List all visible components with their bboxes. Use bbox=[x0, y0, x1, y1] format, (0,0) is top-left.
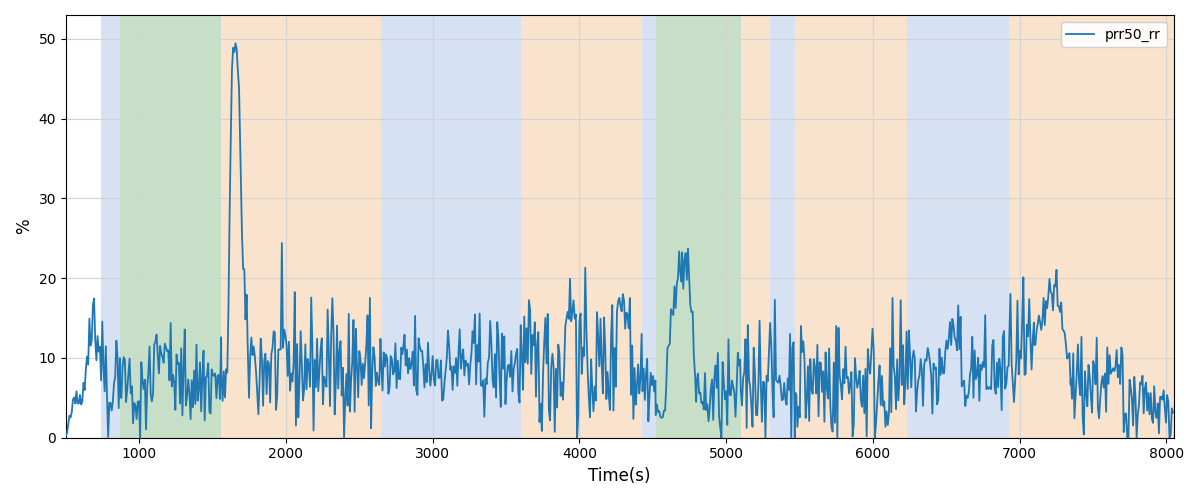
Line: prr50_rr: prr50_rr bbox=[66, 44, 1174, 438]
Bar bbox=[740, 15, 770, 438]
Bar bbox=[382, 15, 403, 438]
prr50_rr bbox=[118, 356, 132, 362]
Bar bbox=[770, 15, 796, 438]
prr50_rr bbox=[287, 360, 301, 366]
Bar bbox=[642, 15, 655, 438]
Bar bbox=[521, 15, 642, 438]
prr50_rr bbox=[1166, 410, 1181, 416]
Legend: prr50_rr: prr50_rr bbox=[1061, 22, 1166, 47]
prr50_rr bbox=[102, 400, 116, 406]
prr50_rr bbox=[133, 434, 148, 440]
Bar bbox=[1009, 15, 1174, 438]
prr50_rr bbox=[607, 345, 622, 351]
Bar bbox=[120, 15, 222, 438]
prr50_rr bbox=[198, 418, 212, 424]
X-axis label: Time(s): Time(s) bbox=[588, 467, 650, 485]
Y-axis label: %: % bbox=[16, 218, 34, 234]
Bar bbox=[101, 15, 120, 438]
prr50_rr bbox=[59, 432, 73, 438]
Bar bbox=[906, 15, 1009, 438]
Bar bbox=[655, 15, 740, 438]
prr50_rr bbox=[865, 326, 880, 332]
Bar bbox=[222, 15, 382, 438]
Bar bbox=[796, 15, 906, 438]
Bar bbox=[403, 15, 521, 438]
prr50_rr bbox=[228, 40, 242, 46]
